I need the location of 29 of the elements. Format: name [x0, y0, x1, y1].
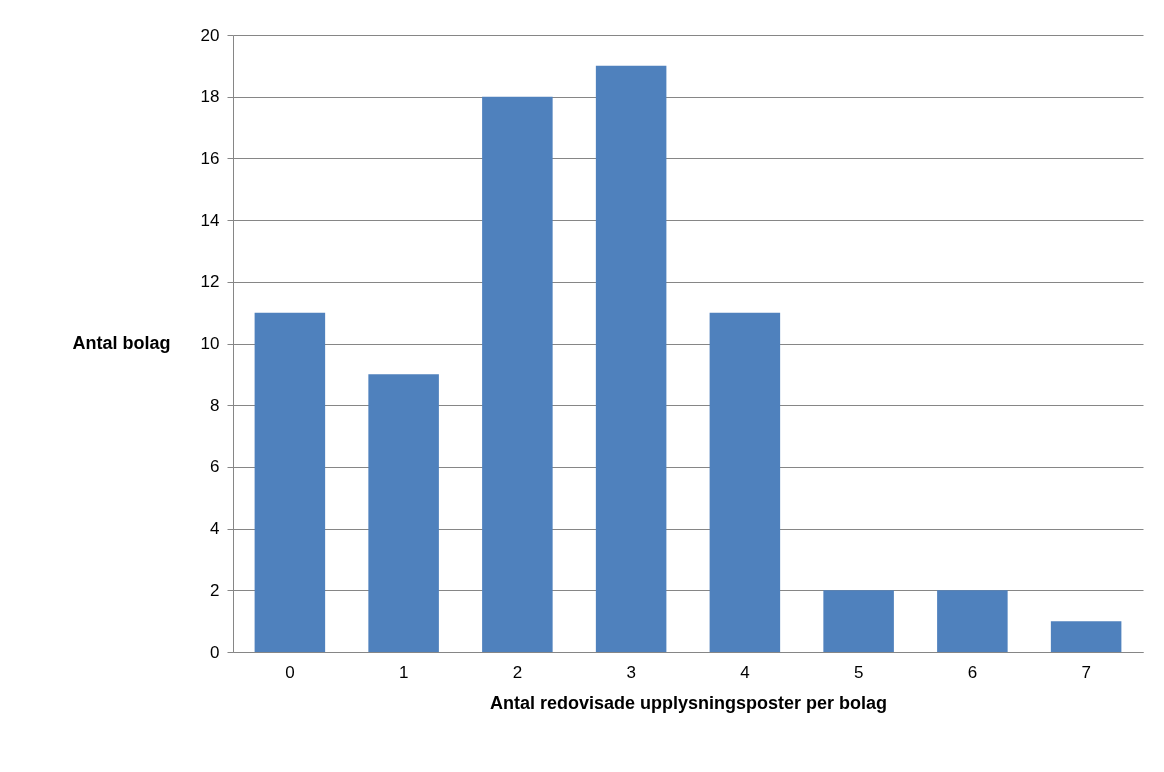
y-tick-label: 4 — [210, 519, 220, 539]
y-tick-label: 10 — [200, 334, 220, 353]
x-tick-label: 3 — [626, 662, 636, 682]
y-tick-label: 6 — [210, 457, 220, 477]
y-tick-label: 16 — [200, 148, 220, 168]
x-tick-label: 0 — [285, 662, 295, 682]
y-tick-label: 14 — [200, 210, 220, 230]
x-axis-title: Antal redovisade upplysningsposter per bolag — [489, 692, 888, 713]
y-tick-label: 12 — [200, 272, 220, 292]
y-tick-label: 2 — [210, 580, 220, 600]
bar — [823, 590, 894, 652]
y-tick-label: 0 — [210, 642, 220, 662]
bar — [368, 374, 439, 652]
y-tick-label: 18 — [200, 87, 220, 107]
y-axis-title: Antal bolag — [72, 332, 171, 353]
y-tick-label: 8 — [210, 395, 220, 415]
x-tick-label: 5 — [853, 662, 864, 682]
x-tick-label: 1 — [398, 662, 409, 682]
bar — [709, 312, 781, 652]
bar — [595, 65, 667, 652]
bar — [1050, 621, 1122, 652]
x-tick-label: 4 — [740, 662, 750, 682]
bar — [254, 312, 326, 652]
x-tick-label: 2 — [512, 662, 523, 682]
x-tick-label: 6 — [967, 662, 978, 682]
bar — [937, 590, 1008, 652]
y-tick-label: 20 — [200, 25, 220, 45]
bar — [482, 96, 553, 652]
x-tick-label: 7 — [1081, 662, 1091, 682]
